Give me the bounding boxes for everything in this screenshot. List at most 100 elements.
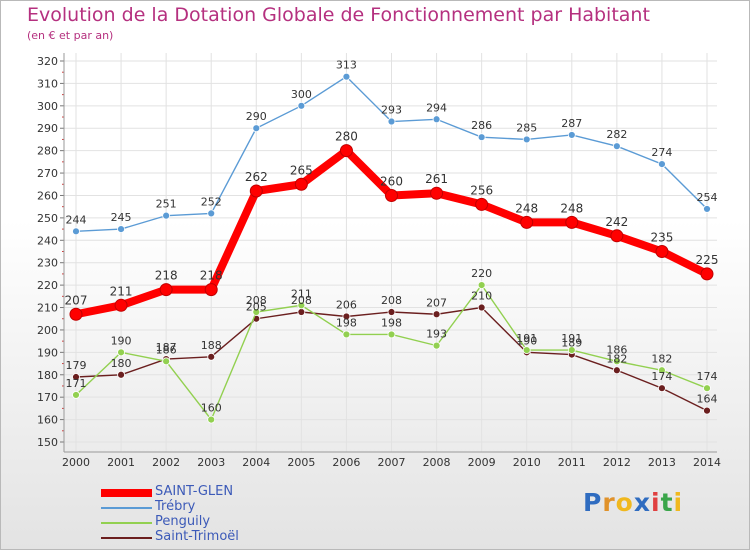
data-label: 186	[156, 343, 177, 356]
data-label: 190	[111, 334, 132, 347]
data-label: 274	[651, 146, 672, 159]
x-tick-label: 2000	[62, 456, 90, 469]
data-label: 208	[381, 294, 402, 307]
data-point	[387, 117, 396, 126]
y-tick-label: 280	[37, 145, 58, 158]
data-point	[522, 135, 531, 144]
data-label: 189	[561, 337, 582, 350]
data-label: 287	[561, 117, 582, 130]
data-label: 218	[200, 269, 223, 283]
legend-label: Penguily	[155, 514, 211, 529]
data-point	[387, 330, 396, 339]
data-label: 198	[381, 316, 402, 329]
data-label: 293	[381, 104, 402, 117]
y-tick-label: 190	[37, 346, 58, 359]
data-point	[72, 373, 80, 381]
data-label: 260	[380, 174, 403, 188]
data-point	[387, 308, 396, 316]
grid	[64, 53, 717, 452]
data-point	[610, 229, 624, 243]
data-label: 225	[696, 253, 719, 267]
data-point	[72, 227, 80, 236]
data-point	[430, 186, 444, 200]
data-point	[522, 346, 531, 355]
logo-letter: t	[660, 488, 674, 517]
data-label: 294	[426, 101, 447, 114]
data-point	[655, 245, 669, 258]
data-point	[297, 301, 306, 310]
axes: 150 160 170 180 190 200 210 220 230 240 250 260 270 2…	[37, 53, 721, 469]
data-point	[475, 197, 489, 211]
data-point	[703, 384, 711, 393]
data-label: 252	[201, 195, 222, 208]
data-label: 207	[65, 293, 88, 307]
y-tick-label: 200	[37, 324, 58, 337]
data-point	[114, 298, 128, 312]
data-point	[658, 384, 666, 393]
data-point	[162, 211, 171, 220]
x-tick-label: 2004	[242, 456, 270, 469]
y-tick-label: 180	[37, 369, 58, 382]
y-tick-label: 240	[37, 234, 58, 247]
logo-letter: r	[602, 488, 616, 517]
data-point	[703, 406, 711, 415]
data-point	[162, 357, 171, 366]
data-point	[72, 391, 80, 399]
y-tick-label: 230	[37, 257, 58, 270]
data-point	[477, 281, 486, 290]
logo-letter: x	[633, 488, 651, 517]
data-label: 174	[651, 370, 672, 383]
data-label: 220	[471, 267, 492, 280]
y-tick-label: 300	[37, 100, 58, 113]
data-point	[249, 184, 263, 198]
data-label: 285	[516, 121, 537, 134]
data-point	[117, 225, 125, 233]
y-tick-label: 170	[37, 391, 58, 404]
data-point	[207, 352, 216, 361]
logo-letter: o	[615, 488, 634, 517]
data-label: 256	[470, 183, 493, 197]
data-label: 211	[110, 284, 133, 298]
data-point	[342, 330, 351, 339]
y-tick-label: 270	[37, 167, 58, 180]
data-point	[477, 303, 486, 312]
data-point	[612, 366, 621, 375]
y-tick-label: 290	[37, 122, 58, 135]
data-label: 235	[650, 231, 673, 245]
data-label: 248	[515, 201, 538, 215]
logo-letter: i	[673, 488, 684, 517]
y-tick-label: 250	[37, 212, 58, 225]
data-label: 242	[605, 215, 628, 229]
data-point	[252, 124, 261, 133]
data-point	[520, 215, 534, 229]
data-label: 244	[66, 213, 87, 226]
x-tick-label: 2007	[378, 456, 406, 469]
data-label: 206	[336, 298, 357, 311]
data-label: 190	[516, 334, 537, 347]
data-label: 300	[291, 88, 312, 101]
legend-swatch	[101, 489, 152, 497]
data-label: 280	[335, 130, 358, 144]
data-label: 282	[606, 128, 627, 141]
y-tick-label: 210	[37, 302, 58, 315]
y-tick-label: 220	[37, 279, 58, 292]
data-point	[567, 131, 576, 139]
legend-label: Trébry	[155, 499, 196, 514]
data-label: 164	[697, 393, 718, 406]
data-point	[342, 312, 351, 321]
data-label: 205	[246, 301, 267, 314]
data-point	[385, 188, 398, 202]
x-tick-label: 2001	[107, 456, 135, 469]
data-point	[117, 370, 125, 379]
y-tick-label: 320	[37, 55, 58, 68]
data-point	[117, 348, 125, 357]
data-label: 211	[291, 287, 312, 300]
data-label: 174	[697, 370, 718, 383]
data-label: 261	[425, 172, 448, 186]
data-label: 210	[471, 290, 492, 303]
data-label: 265	[290, 163, 313, 177]
data-label: 313	[336, 59, 357, 72]
x-tick-label: 2002	[152, 456, 180, 469]
data-point	[612, 142, 621, 151]
